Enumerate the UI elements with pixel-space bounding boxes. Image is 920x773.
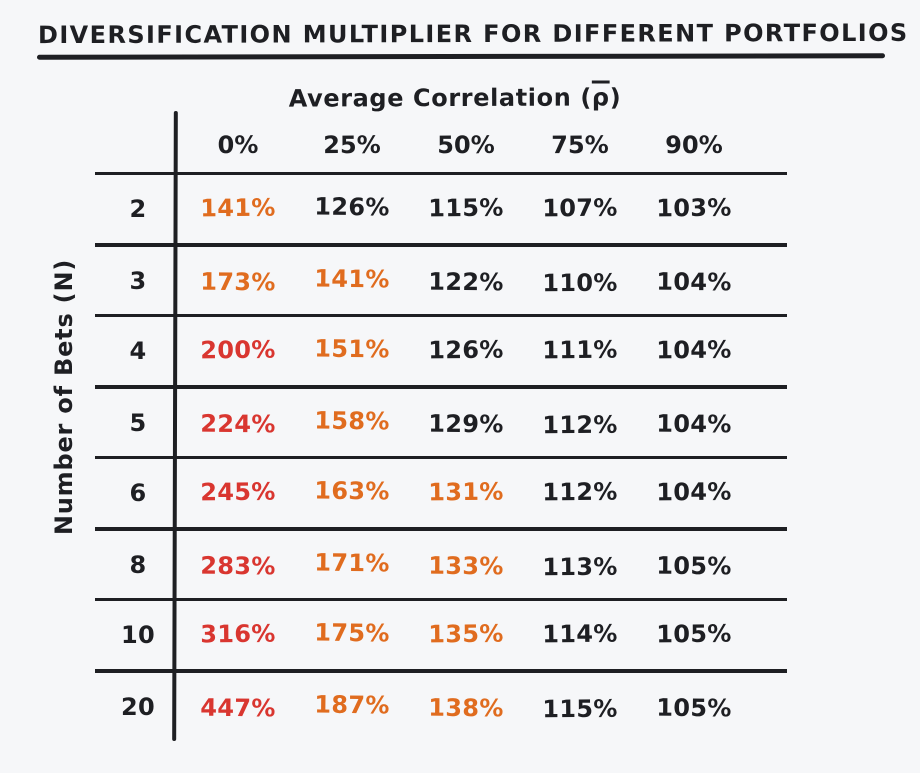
table-cell: 187% [314, 690, 390, 719]
table-cell: 113% [542, 552, 618, 581]
table-row: 3 173% 141% 122% 110% 104% [95, 243, 787, 314]
table-cell: 141% [314, 264, 390, 293]
table-cell: 224% [200, 409, 276, 438]
table-cell: 131% [428, 477, 504, 507]
column-header: 50% [437, 130, 495, 160]
column-axis-label-suffix: ) [609, 83, 622, 112]
column-header: 0% [217, 130, 259, 160]
table-body: 2 141% 126% 115% 107% 103% 3 173% 141% 122% 110% 10… [95, 172, 787, 740]
table-cell: 103% [656, 193, 732, 223]
table-cell: 171% [314, 548, 390, 577]
table-cell: 158% [314, 406, 390, 435]
table-cell: 175% [314, 618, 390, 648]
table-cell: 283% [200, 551, 276, 580]
table-cell: 173% [200, 267, 276, 296]
table-cell: 112% [542, 477, 618, 507]
table-cell: 126% [428, 335, 504, 365]
rho-bar-symbol: ρ [591, 83, 610, 112]
row-label: 5 [129, 408, 147, 437]
table-row: 6 245% 163% 131% 112% 104% [95, 456, 787, 527]
table-cell: 105% [656, 619, 732, 649]
table-cell: 151% [314, 334, 390, 364]
column-header: 25% [323, 130, 381, 160]
table-cell: 138% [428, 693, 504, 722]
table-cell: 105% [656, 693, 732, 722]
column-header: 90% [665, 130, 723, 160]
table-cell: 129% [428, 409, 504, 438]
table-cell: 104% [656, 409, 732, 438]
table-cell: 114% [542, 619, 618, 649]
table-cell: 133% [428, 551, 504, 580]
table-cell: 115% [542, 694, 618, 723]
table-cell: 122% [428, 267, 504, 296]
table-cell: 316% [200, 619, 276, 649]
row-label: 3 [129, 266, 147, 295]
column-axis-label-prefix: Average Correlation ( [288, 83, 592, 113]
row-label: 6 [129, 479, 147, 507]
table-row: 4 200% 151% 126% 111% 104% [95, 314, 787, 385]
row-label: 4 [129, 337, 147, 365]
table-cell: 447% [200, 693, 276, 722]
table-cell: 163% [314, 476, 390, 506]
table-cell: 126% [314, 192, 390, 222]
table-cell: 135% [428, 619, 504, 649]
table-cell: 141% [200, 193, 276, 223]
title-underline [36, 53, 886, 60]
table-row: 2 141% 126% 115% 107% 103% [95, 172, 787, 243]
table-cell: 110% [542, 268, 618, 297]
column-header: 75% [551, 130, 609, 160]
table-cell: 245% [200, 477, 276, 507]
table-cell: 111% [542, 335, 618, 365]
row-label: 10 [121, 621, 155, 649]
table-cell: 200% [200, 335, 276, 365]
table-row: 5 224% 158% 129% 112% 104% [95, 385, 787, 456]
table-cell: 107% [542, 193, 618, 223]
table-row: 20 447% 187% 138% 115% 105% [95, 669, 787, 740]
table-cell: 104% [656, 335, 732, 365]
table-row: 10 316% 175% 135% 114% 105% [95, 598, 787, 669]
table-row: 8 283% 171% 133% 113% 105% [95, 527, 787, 598]
table-cell: 104% [656, 267, 732, 296]
row-label: 8 [129, 550, 147, 579]
table-cell: 115% [428, 193, 504, 223]
table-cell: 112% [542, 410, 618, 439]
column-axis-label: Average Correlation (ρ) [150, 83, 760, 113]
row-label: 20 [121, 692, 155, 721]
row-axis-label: Number of Bets (N) [50, 258, 78, 536]
row-label: 2 [129, 195, 147, 223]
column-headers: 0% 25% 50% 75% 90% [181, 131, 751, 159]
table-cell: 105% [656, 551, 732, 580]
table-cell: 104% [656, 477, 732, 507]
page-title: DIVERSIFICATION MULTIPLIER FOR DIFFERENT… [37, 18, 909, 50]
